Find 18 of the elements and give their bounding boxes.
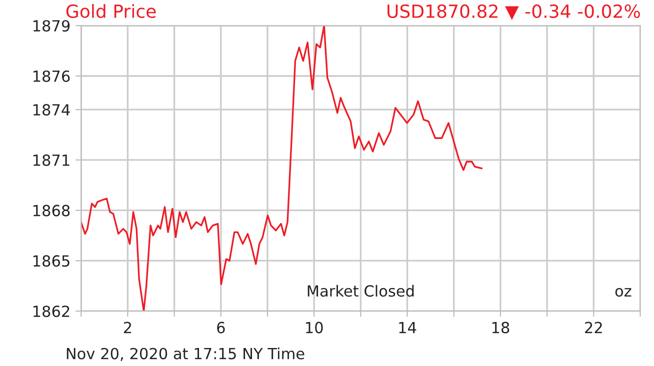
y-tick-label: 1862 — [33, 306, 70, 318]
y-tick-label: 1874 — [33, 104, 70, 116]
annotation: oz — [615, 288, 632, 297]
chart-title: Gold Price — [66, 4, 156, 18]
chart-subtitle: USD1870.82 ▼ -0.34 -0.02% — [388, 4, 640, 20]
x-tick-label: 6 — [217, 322, 225, 334]
y-tick-label: 1879 — [33, 20, 70, 32]
annotation: Market Closed — [308, 284, 414, 297]
text: Nov 20, 2020 at 17:15 NY Time — [66, 348, 304, 361]
x-tick-label: 10 — [306, 322, 323, 334]
y-tick-label: 1868 — [33, 204, 70, 216]
x-tick-label: 18 — [492, 322, 510, 334]
y-tick-label: 1871 — [33, 154, 70, 166]
x-tick-label: 22 — [585, 322, 602, 334]
y-tick-label: 1876 — [33, 70, 70, 82]
x-tick-label: 14 — [399, 322, 416, 334]
y-tick-label: 1865 — [33, 255, 70, 267]
x-tick-label: 2 — [124, 322, 132, 334]
